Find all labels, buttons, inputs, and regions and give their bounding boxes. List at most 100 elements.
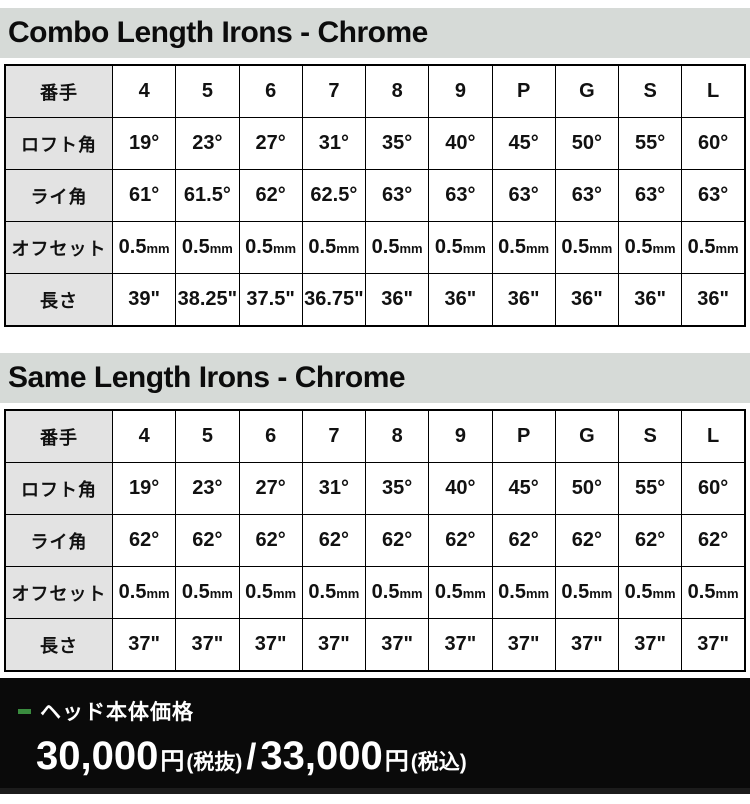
table-cell: 62° [238, 169, 303, 222]
table-cell: 62° [111, 514, 177, 567]
table-cell: L [681, 64, 746, 118]
table-row: オフセット 0.5mm 0.5mm 0.5mm 0.5mm 0.5mm 0.5mm 0.5mm… [4, 566, 746, 619]
table-row: ロフト角 19° 23° 27° 31° 35° 40° 45° 50° 55° 60° [4, 117, 746, 170]
table-cell: 0.5mm [364, 221, 430, 274]
table-cell: 63° [491, 169, 556, 222]
table-cell: 37" [364, 618, 430, 672]
table-cell: 50° [554, 462, 620, 515]
green-dash-icon [18, 708, 31, 714]
table-cell: 45° [491, 462, 556, 515]
table-cell: 8 [364, 409, 430, 463]
table-cell: 36.75" [301, 273, 367, 327]
row-label-cell: 番手 [4, 64, 113, 118]
price-line: 30,000 円 (税抜) / 33,000 円 (税込) [36, 734, 750, 779]
section-title-band-combo: Combo Length Irons - Chrome [0, 8, 750, 58]
price-footer: ヘッド本体価格 30,000 円 (税抜) / 33,000 円 (税込) [0, 678, 750, 794]
table-cell: 38.25" [175, 273, 240, 327]
table-cell: 37.5" [238, 273, 303, 327]
table-cell: 60° [681, 462, 746, 515]
section-title-band-same: Same Length Irons - Chrome [0, 353, 750, 403]
table-cell: 62° [364, 514, 430, 567]
table-cell: 0.5mm [681, 566, 746, 619]
table-cell: 23° [175, 117, 240, 170]
table-cell: 60° [681, 117, 746, 170]
table-cell: 0.5mm [681, 221, 746, 274]
table-cell: 7 [301, 64, 367, 118]
table-cell: 62° [175, 514, 240, 567]
table-cell: 0.5mm [617, 221, 683, 274]
table-cell: 0.5mm [301, 566, 367, 619]
table-cell: 37" [681, 618, 746, 672]
table-cell: 19° [111, 117, 177, 170]
table-row: ライ角 61° 61.5° 62° 62.5° 63° 63° 63° 63° 63° 63° [4, 169, 746, 222]
table-cell: 5 [175, 64, 240, 118]
table-cell: 37" [617, 618, 683, 672]
table-cell: 37" [491, 618, 556, 672]
table-row: ロフト角 19° 23° 27° 31° 35° 40° 45° 50° 55° 60° [4, 462, 746, 515]
table-cell: 6 [238, 409, 303, 463]
table-row: 長さ 39" 38.25" 37.5" 36.75" 36" 36" 36" 36" 36" 36" [4, 273, 746, 327]
table-cell: 40° [428, 117, 493, 170]
table-cell: P [491, 409, 556, 463]
table-cell: S [617, 64, 683, 118]
table-cell: 62° [491, 514, 556, 567]
price-excl-tax-note: (税抜) [186, 751, 243, 774]
table-cell: 36" [428, 273, 493, 327]
table-cell: 36" [364, 273, 430, 327]
table-cell: 0.5mm [428, 566, 493, 619]
table-cell: 0.5mm [364, 566, 430, 619]
table-cell: 36" [681, 273, 746, 327]
combo-length-spec-table: 番手 4 5 6 7 8 9 P G S L ロフト角 19° 23° 27° 31° 35° 40° 45° 50°… [4, 64, 746, 327]
table-cell: 36" [617, 273, 683, 327]
table-cell: 4 [111, 409, 177, 463]
row-label-cell: 長さ [4, 618, 113, 672]
row-label-cell: オフセット [4, 221, 113, 274]
table-cell: 61.5° [175, 169, 240, 222]
table-cell: 39" [111, 273, 177, 327]
table-cell: 35° [364, 462, 430, 515]
table-cell: 6 [238, 64, 303, 118]
table-cell: 0.5mm [175, 566, 240, 619]
table-cell: 37" [554, 618, 620, 672]
price-incl-tax-note: (税込) [410, 751, 467, 774]
table-cell: 0.5mm [238, 221, 303, 274]
table-cell: 62° [617, 514, 683, 567]
table-cell: S [617, 409, 683, 463]
row-label-cell: オフセット [4, 566, 113, 619]
price-incl-yen-unit: 円 [384, 748, 409, 775]
table-cell: 50° [554, 117, 620, 170]
table-cell: 0.5mm [491, 566, 556, 619]
table-cell: 45° [491, 117, 556, 170]
table-cell: 37" [301, 618, 367, 672]
table-cell: 19° [111, 462, 177, 515]
row-label-cell: ライ角 [4, 169, 113, 222]
table-cell: 31° [301, 117, 367, 170]
table-cell: G [554, 409, 620, 463]
table-cell: 63° [681, 169, 746, 222]
table-cell: 36" [491, 273, 556, 327]
table-cell: 63° [428, 169, 493, 222]
table-cell: 55° [617, 462, 683, 515]
row-label-cell: ライ角 [4, 514, 113, 567]
table-cell: 27° [238, 117, 303, 170]
table-cell: 0.5mm [617, 566, 683, 619]
price-excl-yen-unit: 円 [160, 748, 185, 775]
row-label-cell: ロフト角 [4, 462, 113, 515]
table-cell: 37" [111, 618, 177, 672]
table-cell: 31° [301, 462, 367, 515]
table-cell: 0.5mm [554, 566, 620, 619]
table-cell: 55° [617, 117, 683, 170]
table-cell: 40° [428, 462, 493, 515]
table-row: 長さ 37" 37" 37" 37" 37" 37" 37" 37" 37" 37" [4, 618, 746, 672]
table-cell: 0.5mm [175, 221, 240, 274]
table-cell: 0.5mm [111, 566, 177, 619]
table-cell: 23° [175, 462, 240, 515]
table-cell: 62° [554, 514, 620, 567]
table-cell: 62° [238, 514, 303, 567]
table-cell: 9 [428, 64, 493, 118]
table-cell: 37" [238, 618, 303, 672]
table-row: 番手 4 5 6 7 8 9 P G S L [4, 409, 746, 463]
table-cell: L [681, 409, 746, 463]
table-cell: 36" [554, 273, 620, 327]
section-title-same: Same Length Irons - Chrome [8, 361, 406, 394]
